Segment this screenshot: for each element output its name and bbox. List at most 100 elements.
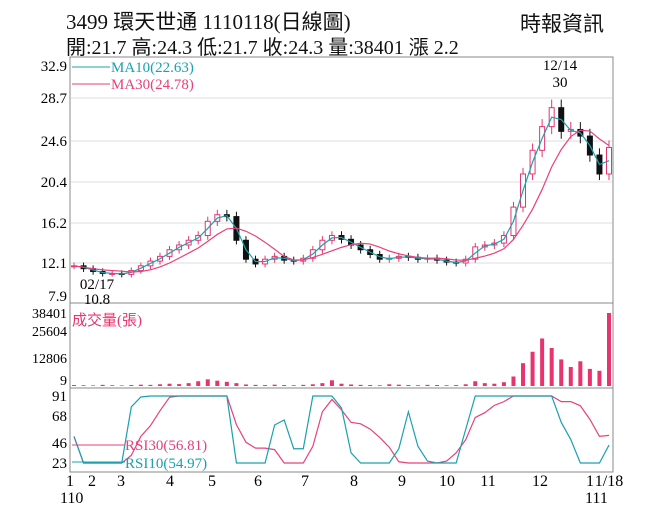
volume-bar xyxy=(521,363,526,386)
volume-tick-label: 38401 xyxy=(32,307,67,322)
volume-bar xyxy=(138,384,143,386)
volume-bar xyxy=(530,351,535,386)
volume-bar xyxy=(243,384,248,386)
volume-bar xyxy=(310,384,315,386)
volume-bar xyxy=(119,385,124,386)
volume-bar xyxy=(215,380,220,386)
volume-bar xyxy=(263,385,268,386)
x-tick-label: 2 xyxy=(88,473,96,490)
price-tick-label: 32.9 xyxy=(41,59,67,75)
volume-bar xyxy=(473,381,478,386)
volume-bar xyxy=(406,385,411,386)
volume-bar xyxy=(177,384,182,386)
high-value-annotation: 30 xyxy=(553,75,568,91)
high-date-annotation: 12/14 xyxy=(543,58,578,74)
volume-bar xyxy=(301,384,306,386)
volume-bar xyxy=(72,385,76,386)
price-tick-label: 12.1 xyxy=(41,256,67,272)
ohlc-summary: 開:21.7 高:24.3 低:21.7 收:24.3 量:38401 漲 2.… xyxy=(66,37,459,59)
ma10-line xyxy=(73,116,610,275)
volume-bar xyxy=(349,384,354,386)
price-tick-label: 24.6 xyxy=(41,134,68,150)
volume-bar xyxy=(157,384,162,386)
volume-bar xyxy=(91,385,96,386)
x-tick-label: 5 xyxy=(208,473,216,490)
volume-bar xyxy=(415,385,420,386)
volume-bar xyxy=(387,384,392,386)
volume-bar xyxy=(511,376,516,386)
low-date-annotation: 02/17 xyxy=(80,277,115,293)
volume-bar xyxy=(272,384,277,386)
volume-tick-label: 25604 xyxy=(32,325,67,340)
rsi-tick-label: 91 xyxy=(52,389,67,405)
volume-bar xyxy=(492,383,497,386)
x-tick-label: 1/18 xyxy=(595,473,623,490)
rsi10-line xyxy=(73,395,610,464)
volume-bar xyxy=(444,385,449,386)
volume-bar xyxy=(578,361,583,386)
price-tick-label: 20.4 xyxy=(41,175,68,191)
volume-bar xyxy=(320,383,325,386)
volume-bar xyxy=(167,383,172,386)
volume-tick-label: 12806 xyxy=(32,352,67,367)
volume-bar xyxy=(377,385,382,386)
rsi30-legend: RSI30(56.81) xyxy=(125,438,207,454)
rsi-tick-label: 68 xyxy=(52,409,67,425)
volume-bar xyxy=(607,313,611,386)
volume-bar xyxy=(81,385,86,386)
volume-bar xyxy=(501,382,506,386)
volume-bar xyxy=(148,384,153,386)
volume-bar xyxy=(425,384,430,386)
volume-bar xyxy=(587,368,592,386)
volume-bar xyxy=(358,384,363,386)
x-tick-label: 8 xyxy=(350,473,358,490)
volume-bar xyxy=(110,385,115,386)
volume-bar xyxy=(224,381,229,386)
price-tick-label: 16.2 xyxy=(41,216,67,232)
volume-bar xyxy=(205,379,210,386)
volume-bar xyxy=(454,385,459,386)
x-tick-label: 6 xyxy=(254,473,262,490)
x-tick-label: 1 xyxy=(586,473,594,490)
year-label: 110 xyxy=(60,490,83,507)
price-tick-label: 28.7 xyxy=(41,91,68,107)
x-tick-label: 11 xyxy=(480,473,495,490)
volume-bar xyxy=(100,384,105,386)
price-tick-label: 7.9 xyxy=(48,289,67,305)
volume-label: 成交量(張) xyxy=(72,311,142,329)
volume-bar xyxy=(463,384,468,386)
x-tick-label: 12 xyxy=(532,473,548,490)
volume-bar xyxy=(291,385,296,386)
volume-bar xyxy=(540,338,545,386)
ma10-legend: MA10(22.63) xyxy=(111,60,194,76)
x-tick-label: 1 xyxy=(66,473,74,490)
rsi-tick-label: 46 xyxy=(52,436,68,452)
volume-tick-label: 9 xyxy=(60,374,67,389)
volume-bar xyxy=(482,383,487,386)
volume-bar xyxy=(253,384,258,386)
ma30-line xyxy=(73,129,610,273)
ma30-legend: MA30(24.78) xyxy=(111,77,194,93)
volume-bar xyxy=(282,385,287,386)
volume-bar xyxy=(559,359,564,386)
volume-bar xyxy=(435,385,440,386)
volume-bar xyxy=(339,383,344,386)
x-tick-label: 7 xyxy=(301,473,309,490)
rsi10-legend: RSI10(54.97) xyxy=(125,456,207,472)
volume-bar xyxy=(234,383,239,386)
volume-bar xyxy=(568,366,573,386)
source-label: 時報資訊 xyxy=(520,12,604,36)
x-tick-label: 3 xyxy=(117,473,125,490)
chart-frame xyxy=(69,56,614,473)
volume-bar xyxy=(186,383,191,386)
volume-bar xyxy=(129,385,134,386)
chart-title: 3499 環天世通 1110118(日線圖) xyxy=(66,10,351,34)
year-label: 111 xyxy=(585,490,608,507)
volume-bar xyxy=(368,385,373,386)
low-value-annotation: 10.8 xyxy=(84,292,110,308)
volume-bar xyxy=(549,347,554,386)
volume-bar xyxy=(396,384,401,386)
rsi-tick-label: 23 xyxy=(52,456,67,472)
x-tick-label: 10 xyxy=(439,473,455,490)
